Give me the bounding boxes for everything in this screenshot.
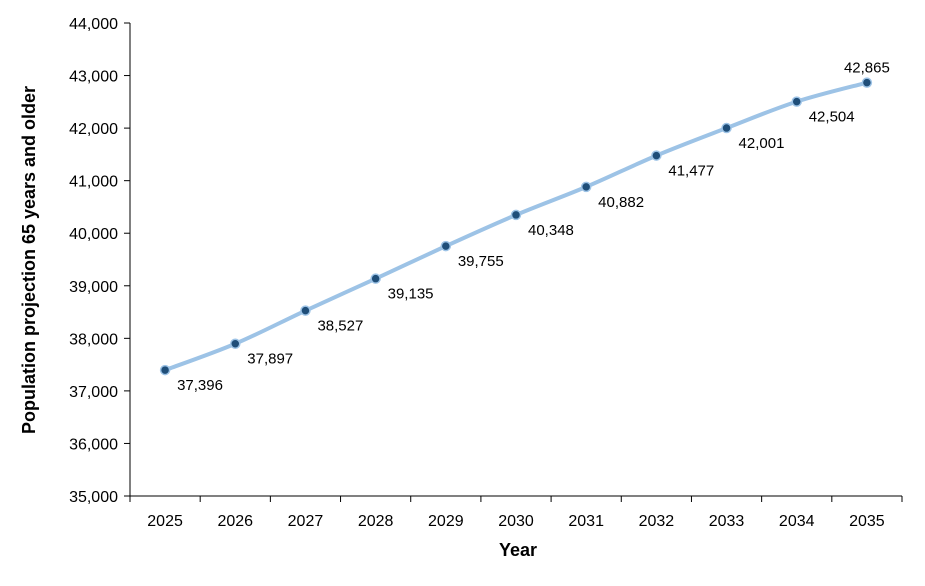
- data-point: [651, 150, 662, 161]
- data-label: 40,882: [598, 194, 644, 211]
- y-tick-label: 44,000: [69, 16, 118, 33]
- x-axis: 2025 2026 2027 2028 2029 2030 2031 2032 2033 2034…: [129, 495, 903, 530]
- data-point: [791, 96, 802, 107]
- data-point: [440, 240, 452, 252]
- data-label: 42,504: [809, 109, 855, 126]
- data-point: [721, 122, 732, 134]
- y-tick-label: 41,000: [69, 174, 118, 191]
- x-tick-label: 2027: [288, 513, 324, 530]
- data-label: 38,527: [317, 318, 363, 335]
- x-tick-label: 2026: [217, 513, 253, 530]
- data-point: [370, 273, 381, 284]
- y-axis-title: Population projection 65 years and older: [19, 86, 39, 434]
- y-axis: 35,000 36,000 37,000 38,000 39,000 40,000 41,0…: [69, 16, 131, 506]
- x-tick-label: 2028: [358, 513, 394, 530]
- y-tick-label: 37,000: [69, 384, 118, 401]
- data-label: 37,897: [247, 351, 293, 368]
- x-tick-label: 2029: [428, 513, 464, 530]
- y-tick-label: 40,000: [69, 226, 118, 243]
- data-point: [230, 338, 241, 349]
- data-point: [861, 77, 873, 88]
- y-tick-label: 42,000: [69, 121, 118, 138]
- data-point: [159, 364, 171, 376]
- y-tick-label: 36,000: [69, 436, 118, 453]
- data-label: 42,865: [844, 60, 890, 77]
- x-tick-label: 2034: [779, 513, 815, 530]
- y-tick-label: 38,000: [69, 331, 118, 348]
- data-label: 39,755: [458, 253, 504, 270]
- y-tick-label: 39,000: [69, 279, 118, 296]
- x-tick-label: 2030: [498, 513, 534, 530]
- series-layer: 37,396 37,897 38,527 39,135 39,755 40,348 40,8…: [159, 60, 890, 394]
- data-point: [300, 305, 311, 316]
- data-point: [580, 181, 592, 193]
- data-label: 39,135: [388, 286, 434, 303]
- data-label: 40,348: [528, 222, 574, 239]
- y-tick-label: 43,000: [69, 69, 118, 86]
- x-tick-label: 2032: [639, 513, 675, 530]
- x-axis-title: Year: [499, 540, 537, 560]
- data-label: 42,001: [739, 135, 785, 152]
- x-tick-label: 2031: [568, 513, 604, 530]
- y-tick-label: 35,000: [69, 489, 118, 506]
- data-point: [510, 209, 522, 221]
- data-label: 41,477: [668, 163, 714, 180]
- series-line: [163, 80, 869, 373]
- x-tick-label: 2033: [709, 513, 745, 530]
- data-label: 37,396: [177, 377, 223, 394]
- x-tick-label: 2035: [849, 513, 885, 530]
- x-tick-label: 2025: [147, 513, 183, 530]
